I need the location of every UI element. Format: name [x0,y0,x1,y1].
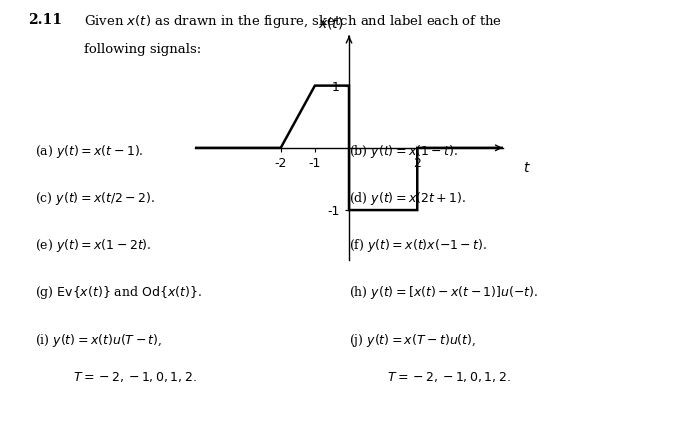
Text: $T = -2, -1, 0, 1, 2.$: $T = -2, -1, 0, 1, 2.$ [73,370,197,383]
Text: (c) $y(t) = x(t/2 - 2)$.: (c) $y(t) = x(t/2 - 2)$. [35,190,155,207]
Text: (a) $y(t) = x(t - 1)$.: (a) $y(t) = x(t - 1)$. [35,143,144,160]
X-axis label: $t$: $t$ [524,161,531,175]
Text: $T = -2, -1, 0, 1, 2.$: $T = -2, -1, 0, 1, 2.$ [387,370,511,383]
Text: (b) $y(t) = x(1 - t)$.: (b) $y(t) = x(1 - t)$. [349,143,458,160]
Text: (f) $y(t) = x(t)x(-1 - t)$.: (f) $y(t) = x(t)x(-1 - t)$. [349,237,487,254]
Text: (g) $\mathrm{Ev}\{x(t)\}$ and $\mathrm{Od}\{x(t)\}$.: (g) $\mathrm{Ev}\{x(t)\}$ and $\mathrm{O… [35,284,202,302]
Text: (e) $y(t) = x(1 - 2t)$.: (e) $y(t) = x(1 - 2t)$. [35,237,151,254]
Y-axis label: $x(t)$: $x(t)$ [318,15,343,31]
Text: (j) $y(t) = x(T - t)u(t)$,: (j) $y(t) = x(T - t)u(t)$, [349,332,476,349]
Text: 2.11: 2.11 [28,13,62,27]
Text: following signals:: following signals: [84,43,201,56]
Text: Given $x(t)$ as drawn in the figure, sketch and label each of the: Given $x(t)$ as drawn in the figure, ske… [84,13,502,30]
Text: (h) $y(t) = [x(t) - x(t - 1)]u(-t)$.: (h) $y(t) = [x(t) - x(t - 1)]u(-t)$. [349,284,538,302]
Text: (d) $y(t) = x(2t + 1)$.: (d) $y(t) = x(2t + 1)$. [349,190,466,207]
Text: (i) $y(t) = x(t)u(T - t)$,: (i) $y(t) = x(t)u(T - t)$, [35,332,162,349]
